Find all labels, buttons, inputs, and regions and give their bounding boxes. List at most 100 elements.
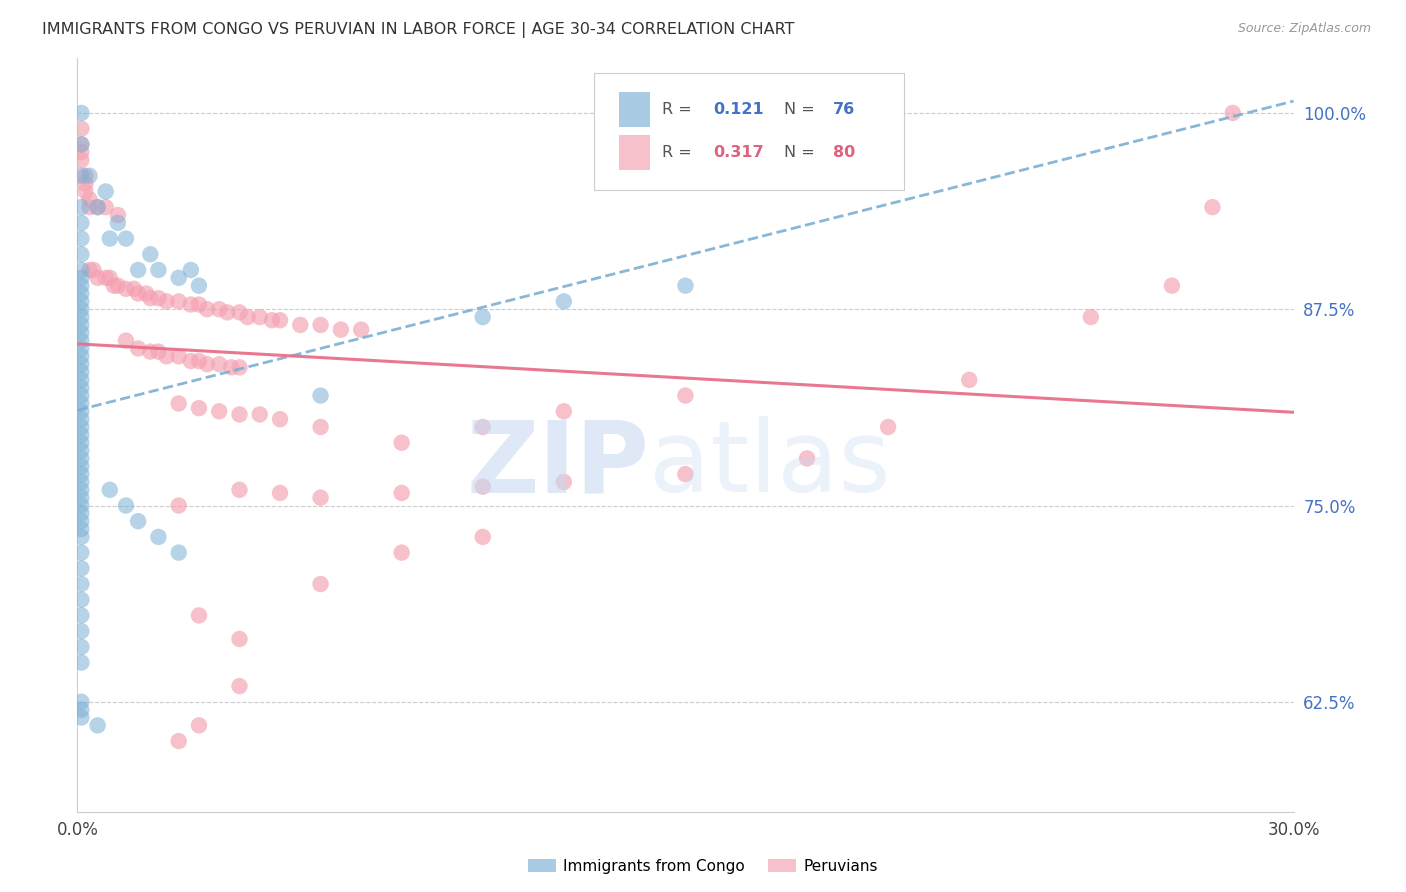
Point xyxy=(70,656,93,670)
Point xyxy=(70,216,93,230)
Point xyxy=(115,231,138,245)
Point xyxy=(471,420,494,434)
Point xyxy=(70,624,93,639)
Point xyxy=(221,360,243,375)
Point xyxy=(115,282,138,296)
Point xyxy=(188,608,211,623)
Point xyxy=(107,208,129,222)
Point xyxy=(1201,200,1223,214)
Point xyxy=(70,349,93,363)
Point xyxy=(167,270,190,285)
Point xyxy=(290,318,312,332)
Point xyxy=(70,404,93,418)
Point xyxy=(70,514,93,528)
Point xyxy=(70,286,93,301)
Point xyxy=(70,522,93,536)
Point xyxy=(269,486,291,500)
Point xyxy=(70,137,93,152)
Point xyxy=(195,357,218,371)
Text: Source: ZipAtlas.com: Source: ZipAtlas.com xyxy=(1237,22,1371,36)
Point xyxy=(86,200,108,214)
Point xyxy=(471,530,494,544)
Point xyxy=(70,710,93,724)
Point xyxy=(70,443,93,458)
Point xyxy=(70,310,93,324)
Point xyxy=(135,286,157,301)
Point xyxy=(127,263,149,277)
Point xyxy=(309,318,332,332)
Point xyxy=(86,200,108,214)
Point xyxy=(70,231,93,245)
Point xyxy=(228,408,250,422)
Point xyxy=(70,483,93,497)
Point xyxy=(107,216,129,230)
Point xyxy=(877,420,900,434)
Point xyxy=(70,318,93,332)
Point xyxy=(70,592,93,607)
Point xyxy=(70,334,93,348)
Point xyxy=(180,263,202,277)
Text: IMMIGRANTS FROM CONGO VS PERUVIAN IN LABOR FORCE | AGE 30-34 CORRELATION CHART: IMMIGRANTS FROM CONGO VS PERUVIAN IN LAB… xyxy=(42,22,794,38)
Point xyxy=(70,365,93,379)
Point xyxy=(228,632,250,646)
Point xyxy=(249,408,271,422)
Point xyxy=(236,310,259,324)
Point xyxy=(70,153,93,167)
Point xyxy=(1080,310,1102,324)
Point xyxy=(139,291,162,305)
Point xyxy=(70,270,93,285)
Point xyxy=(471,310,494,324)
Point xyxy=(269,313,291,327)
Point xyxy=(208,404,231,418)
Point xyxy=(75,177,97,191)
Point xyxy=(155,294,177,309)
Point xyxy=(70,373,93,387)
Point xyxy=(675,467,697,482)
FancyBboxPatch shape xyxy=(595,73,904,190)
Point xyxy=(228,679,250,693)
Text: 80: 80 xyxy=(832,145,855,160)
Point xyxy=(83,263,105,277)
Point xyxy=(70,435,93,450)
Point xyxy=(70,121,93,136)
Point xyxy=(94,270,117,285)
Point xyxy=(188,354,211,368)
Point xyxy=(115,499,138,513)
Point xyxy=(553,475,575,489)
Point xyxy=(167,499,190,513)
Point xyxy=(79,263,101,277)
Point xyxy=(98,270,121,285)
Point xyxy=(148,291,170,305)
Point xyxy=(79,169,101,183)
Point xyxy=(70,561,93,575)
Point xyxy=(553,294,575,309)
Point xyxy=(309,420,332,434)
Point xyxy=(75,185,97,199)
Point xyxy=(167,294,190,309)
Text: R =: R = xyxy=(662,145,697,160)
Point xyxy=(249,310,271,324)
Point xyxy=(70,326,93,340)
Point xyxy=(70,546,93,560)
Point xyxy=(217,305,239,319)
Point xyxy=(122,282,145,296)
Point xyxy=(98,483,121,497)
Point xyxy=(70,467,93,482)
Point xyxy=(188,718,211,732)
Point xyxy=(70,451,93,466)
Point xyxy=(70,106,93,120)
Point xyxy=(180,297,202,311)
Point xyxy=(148,530,170,544)
Point xyxy=(139,344,162,359)
Point xyxy=(70,294,93,309)
Text: atlas: atlas xyxy=(650,417,890,514)
Point xyxy=(70,169,93,183)
Text: 76: 76 xyxy=(832,102,855,117)
Point xyxy=(188,401,211,416)
Point xyxy=(155,349,177,363)
Point xyxy=(70,396,93,410)
Point xyxy=(188,278,211,293)
Point xyxy=(471,480,494,494)
Point xyxy=(115,334,138,348)
Point xyxy=(103,278,125,293)
